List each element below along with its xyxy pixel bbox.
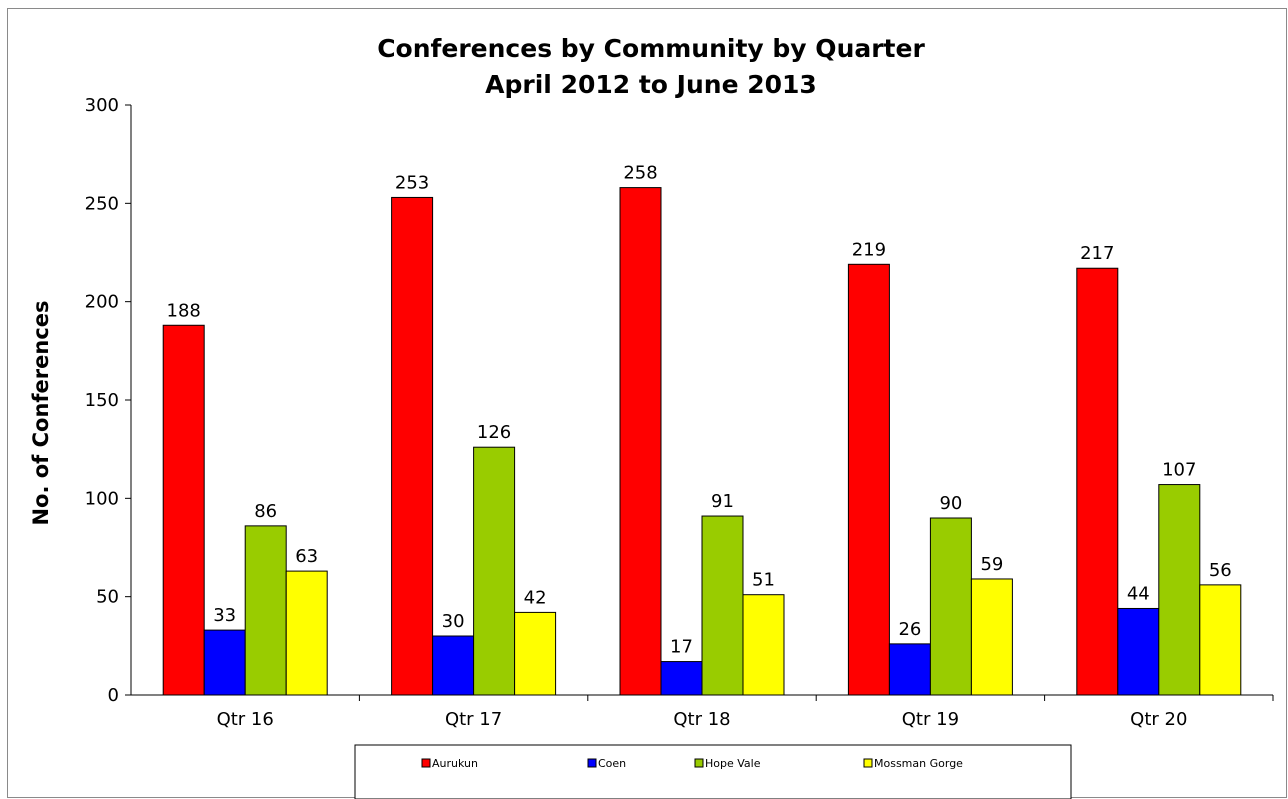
legend-swatch bbox=[694, 758, 704, 768]
data-label: 107 bbox=[1162, 460, 1196, 481]
bar-coen bbox=[203, 629, 246, 696]
y-tick-label: 0 bbox=[108, 685, 119, 706]
x-tick-label: Qtr 19 bbox=[902, 709, 959, 730]
bar-coen bbox=[888, 643, 931, 696]
legend-swatch bbox=[863, 758, 873, 768]
bar-hope-vale bbox=[701, 515, 744, 696]
data-label: 63 bbox=[295, 546, 318, 567]
bar-hope-vale bbox=[473, 446, 516, 696]
legend-label: Coen bbox=[598, 757, 626, 770]
x-tick-label: Qtr 16 bbox=[217, 709, 274, 730]
data-label: 90 bbox=[939, 493, 962, 514]
data-label: 42 bbox=[524, 587, 547, 608]
chart-subtitle: April 2012 to June 2013 bbox=[485, 70, 817, 99]
data-label: 33 bbox=[213, 605, 236, 626]
bar-aurukun bbox=[1076, 267, 1119, 696]
data-label: 253 bbox=[395, 172, 429, 193]
y-tick-label: 100 bbox=[85, 488, 119, 509]
legend-label: Hope Vale bbox=[705, 757, 761, 770]
data-label: 51 bbox=[752, 570, 775, 591]
data-label: 86 bbox=[254, 501, 277, 522]
bar-aurukun bbox=[619, 187, 662, 696]
bar-coen bbox=[432, 635, 475, 696]
bar-hope-vale bbox=[1158, 484, 1201, 696]
bar-hope-vale bbox=[244, 525, 287, 696]
bar-mossman-gorge bbox=[1199, 584, 1242, 696]
data-label: 44 bbox=[1127, 583, 1150, 604]
bar-mossman-gorge bbox=[970, 578, 1013, 696]
legend-swatch bbox=[587, 758, 597, 768]
bar-mossman-gorge bbox=[742, 594, 785, 696]
bar-hope-vale bbox=[929, 517, 972, 696]
data-label: 59 bbox=[980, 554, 1003, 575]
bar-mossman-gorge bbox=[514, 611, 557, 696]
chart-area: Conferences by Community by Quarter Apri… bbox=[7, 8, 1287, 799]
data-label: 17 bbox=[670, 637, 693, 658]
bar-aurukun bbox=[391, 196, 434, 696]
legend-label: Mossman Gorge bbox=[874, 757, 963, 770]
data-label: 258 bbox=[623, 163, 657, 184]
data-label: 188 bbox=[167, 300, 201, 321]
y-tick-label: 300 bbox=[85, 95, 119, 116]
legend-label: Aurukun bbox=[432, 757, 478, 770]
x-tick-label: Qtr 20 bbox=[1130, 709, 1187, 730]
bar-chart: Conferences by Community by Quarter Apri… bbox=[29, 34, 1274, 799]
data-label: 56 bbox=[1209, 560, 1232, 581]
y-tick-label: 150 bbox=[85, 390, 119, 411]
bar-aurukun bbox=[847, 263, 890, 696]
data-label: 219 bbox=[852, 239, 886, 260]
bar-aurukun bbox=[162, 324, 205, 696]
data-label: 26 bbox=[898, 619, 921, 640]
y-axis-label: No. of Conferences bbox=[29, 300, 53, 525]
y-tick-label: 250 bbox=[85, 193, 119, 214]
bar-coen bbox=[660, 661, 703, 696]
x-tick-label: Qtr 18 bbox=[673, 709, 730, 730]
x-tick-label: Qtr 17 bbox=[445, 709, 502, 730]
bar-coen bbox=[1117, 607, 1160, 696]
legend: Aurukun Coen Hope Vale Mossman Gorge bbox=[354, 744, 1072, 799]
legend-swatch bbox=[421, 758, 431, 768]
legend-box bbox=[354, 744, 1072, 799]
data-label: 30 bbox=[442, 611, 465, 632]
data-label: 91 bbox=[711, 491, 734, 512]
y-tick-label: 200 bbox=[85, 292, 119, 313]
data-label: 217 bbox=[1080, 243, 1114, 264]
y-tick-label: 50 bbox=[96, 587, 119, 608]
data-label: 126 bbox=[477, 422, 511, 443]
plot-area: 0 50 100 150 200 250 300 Qtr 16 188 33 86 63 Qtr 17 2… bbox=[85, 95, 1274, 730]
bar-mossman-gorge bbox=[285, 570, 328, 696]
chart-title: Conferences by Community by Quarter bbox=[377, 34, 925, 63]
